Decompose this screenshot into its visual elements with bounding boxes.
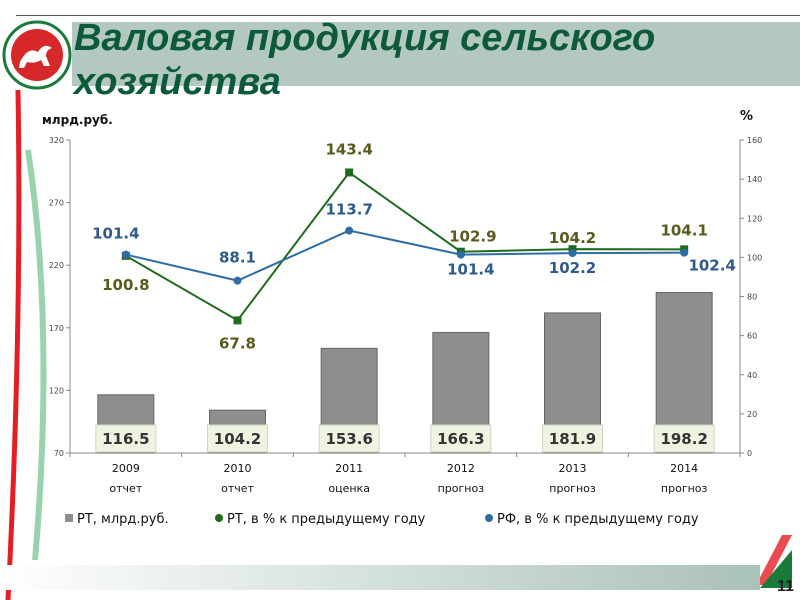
line-data-label: 143.4 bbox=[325, 140, 372, 158]
page-title: Валовая продукция сельского хозяйства bbox=[74, 16, 655, 104]
corner-logo bbox=[756, 535, 792, 588]
x-tick-sublabel: отчет bbox=[221, 482, 254, 495]
line-data-label: 104.1 bbox=[660, 221, 707, 239]
bar-data-label: 181.9 bbox=[549, 430, 596, 448]
line-data-label: 101.4 bbox=[92, 225, 139, 243]
x-tick-label: 2011 bbox=[335, 462, 363, 475]
legend-label: РФ, в % к предыдущему году bbox=[497, 512, 699, 527]
bar-label-box bbox=[653, 424, 715, 453]
legend-swatch bbox=[215, 514, 223, 522]
x-tick-label: 2010 bbox=[224, 462, 252, 475]
rf-marker bbox=[680, 248, 689, 257]
y-axis-label: млрд.руб. bbox=[42, 113, 113, 127]
footer-bar bbox=[0, 565, 760, 590]
bar-data-label: 198.2 bbox=[660, 430, 707, 448]
bar-label-box bbox=[318, 424, 380, 453]
y-tick-label: 170 bbox=[49, 324, 64, 333]
y-tick-label: 320 bbox=[49, 136, 64, 145]
x-tick-label: 2013 bbox=[559, 462, 587, 475]
rt-marker bbox=[345, 168, 354, 177]
bar-data-label: 104.2 bbox=[214, 430, 261, 448]
legend-label: РТ, в % к предыдущему году bbox=[227, 512, 426, 527]
bar-label-box bbox=[95, 424, 157, 453]
x-tick-label: 2014 bbox=[670, 462, 698, 475]
rf-marker bbox=[345, 226, 354, 235]
line-data-label: 102.9 bbox=[449, 228, 496, 246]
y2-tick-label: 20 bbox=[747, 410, 757, 419]
title-background bbox=[72, 22, 800, 86]
line-data-label: 102.2 bbox=[549, 259, 596, 277]
title-line-2: хозяйства bbox=[74, 61, 281, 103]
y2-tick-label: 40 bbox=[747, 371, 757, 380]
line-data-label: 67.8 bbox=[219, 334, 256, 352]
top-rule bbox=[16, 15, 800, 16]
page-number: 11 bbox=[777, 578, 794, 595]
x-tick-sublabel: прогноз bbox=[661, 482, 708, 495]
y2-tick-label: 0 bbox=[747, 449, 752, 458]
bar-data-label: 153.6 bbox=[325, 430, 372, 448]
rf-marker bbox=[233, 276, 242, 285]
y2-tick-label: 140 bbox=[747, 175, 762, 184]
rf-marker bbox=[121, 250, 130, 259]
bar-data-label: 166.3 bbox=[437, 430, 484, 448]
y2-tick-label: 100 bbox=[747, 253, 762, 262]
y2-tick-label: 80 bbox=[747, 293, 757, 302]
line-data-label: 88.1 bbox=[219, 249, 256, 267]
bar-label-box bbox=[542, 424, 603, 453]
y-tick-label: 270 bbox=[49, 199, 64, 208]
line-data-label: 113.7 bbox=[325, 201, 372, 219]
x-tick-sublabel: прогноз bbox=[438, 482, 485, 495]
legend-label: РТ, млрд.руб. bbox=[77, 512, 169, 527]
y-tick-label: 70 bbox=[54, 449, 64, 458]
line-data-label: 100.8 bbox=[102, 276, 149, 294]
y-tick-label: 220 bbox=[49, 261, 64, 270]
x-tick-sublabel: оценка bbox=[328, 482, 370, 495]
tatarstan-emblem-logo bbox=[2, 20, 72, 90]
y2-tick-label: 160 bbox=[747, 136, 762, 145]
series-line bbox=[125, 171, 685, 322]
line-data-label: 104.2 bbox=[549, 229, 596, 247]
left-decoration bbox=[5, 89, 47, 600]
legend-swatch bbox=[485, 514, 493, 522]
series-line bbox=[125, 229, 685, 282]
x-tick-label: 2009 bbox=[112, 462, 140, 475]
x-tick-label: 2012 bbox=[447, 462, 475, 475]
y-tick-label: 120 bbox=[49, 386, 64, 395]
rf-marker bbox=[568, 249, 577, 258]
line-data-label: 102.4 bbox=[688, 257, 735, 275]
bar-data-label: 116.5 bbox=[102, 430, 149, 448]
title-line-1: Валовая продукция сельского bbox=[74, 17, 656, 59]
y2-tick-label: 60 bbox=[747, 332, 757, 341]
rt-marker bbox=[233, 316, 242, 325]
y2-axis-label: % bbox=[740, 109, 753, 124]
x-tick-sublabel: отчет bbox=[109, 482, 142, 495]
y2-tick-label: 120 bbox=[747, 214, 762, 223]
line-data-label: 101.4 bbox=[447, 261, 494, 279]
rf-marker bbox=[456, 250, 465, 259]
bar-label-box bbox=[207, 424, 268, 453]
bar-label-box bbox=[430, 424, 492, 453]
x-tick-sublabel: прогноз bbox=[549, 482, 596, 495]
legend-swatch bbox=[65, 514, 73, 522]
